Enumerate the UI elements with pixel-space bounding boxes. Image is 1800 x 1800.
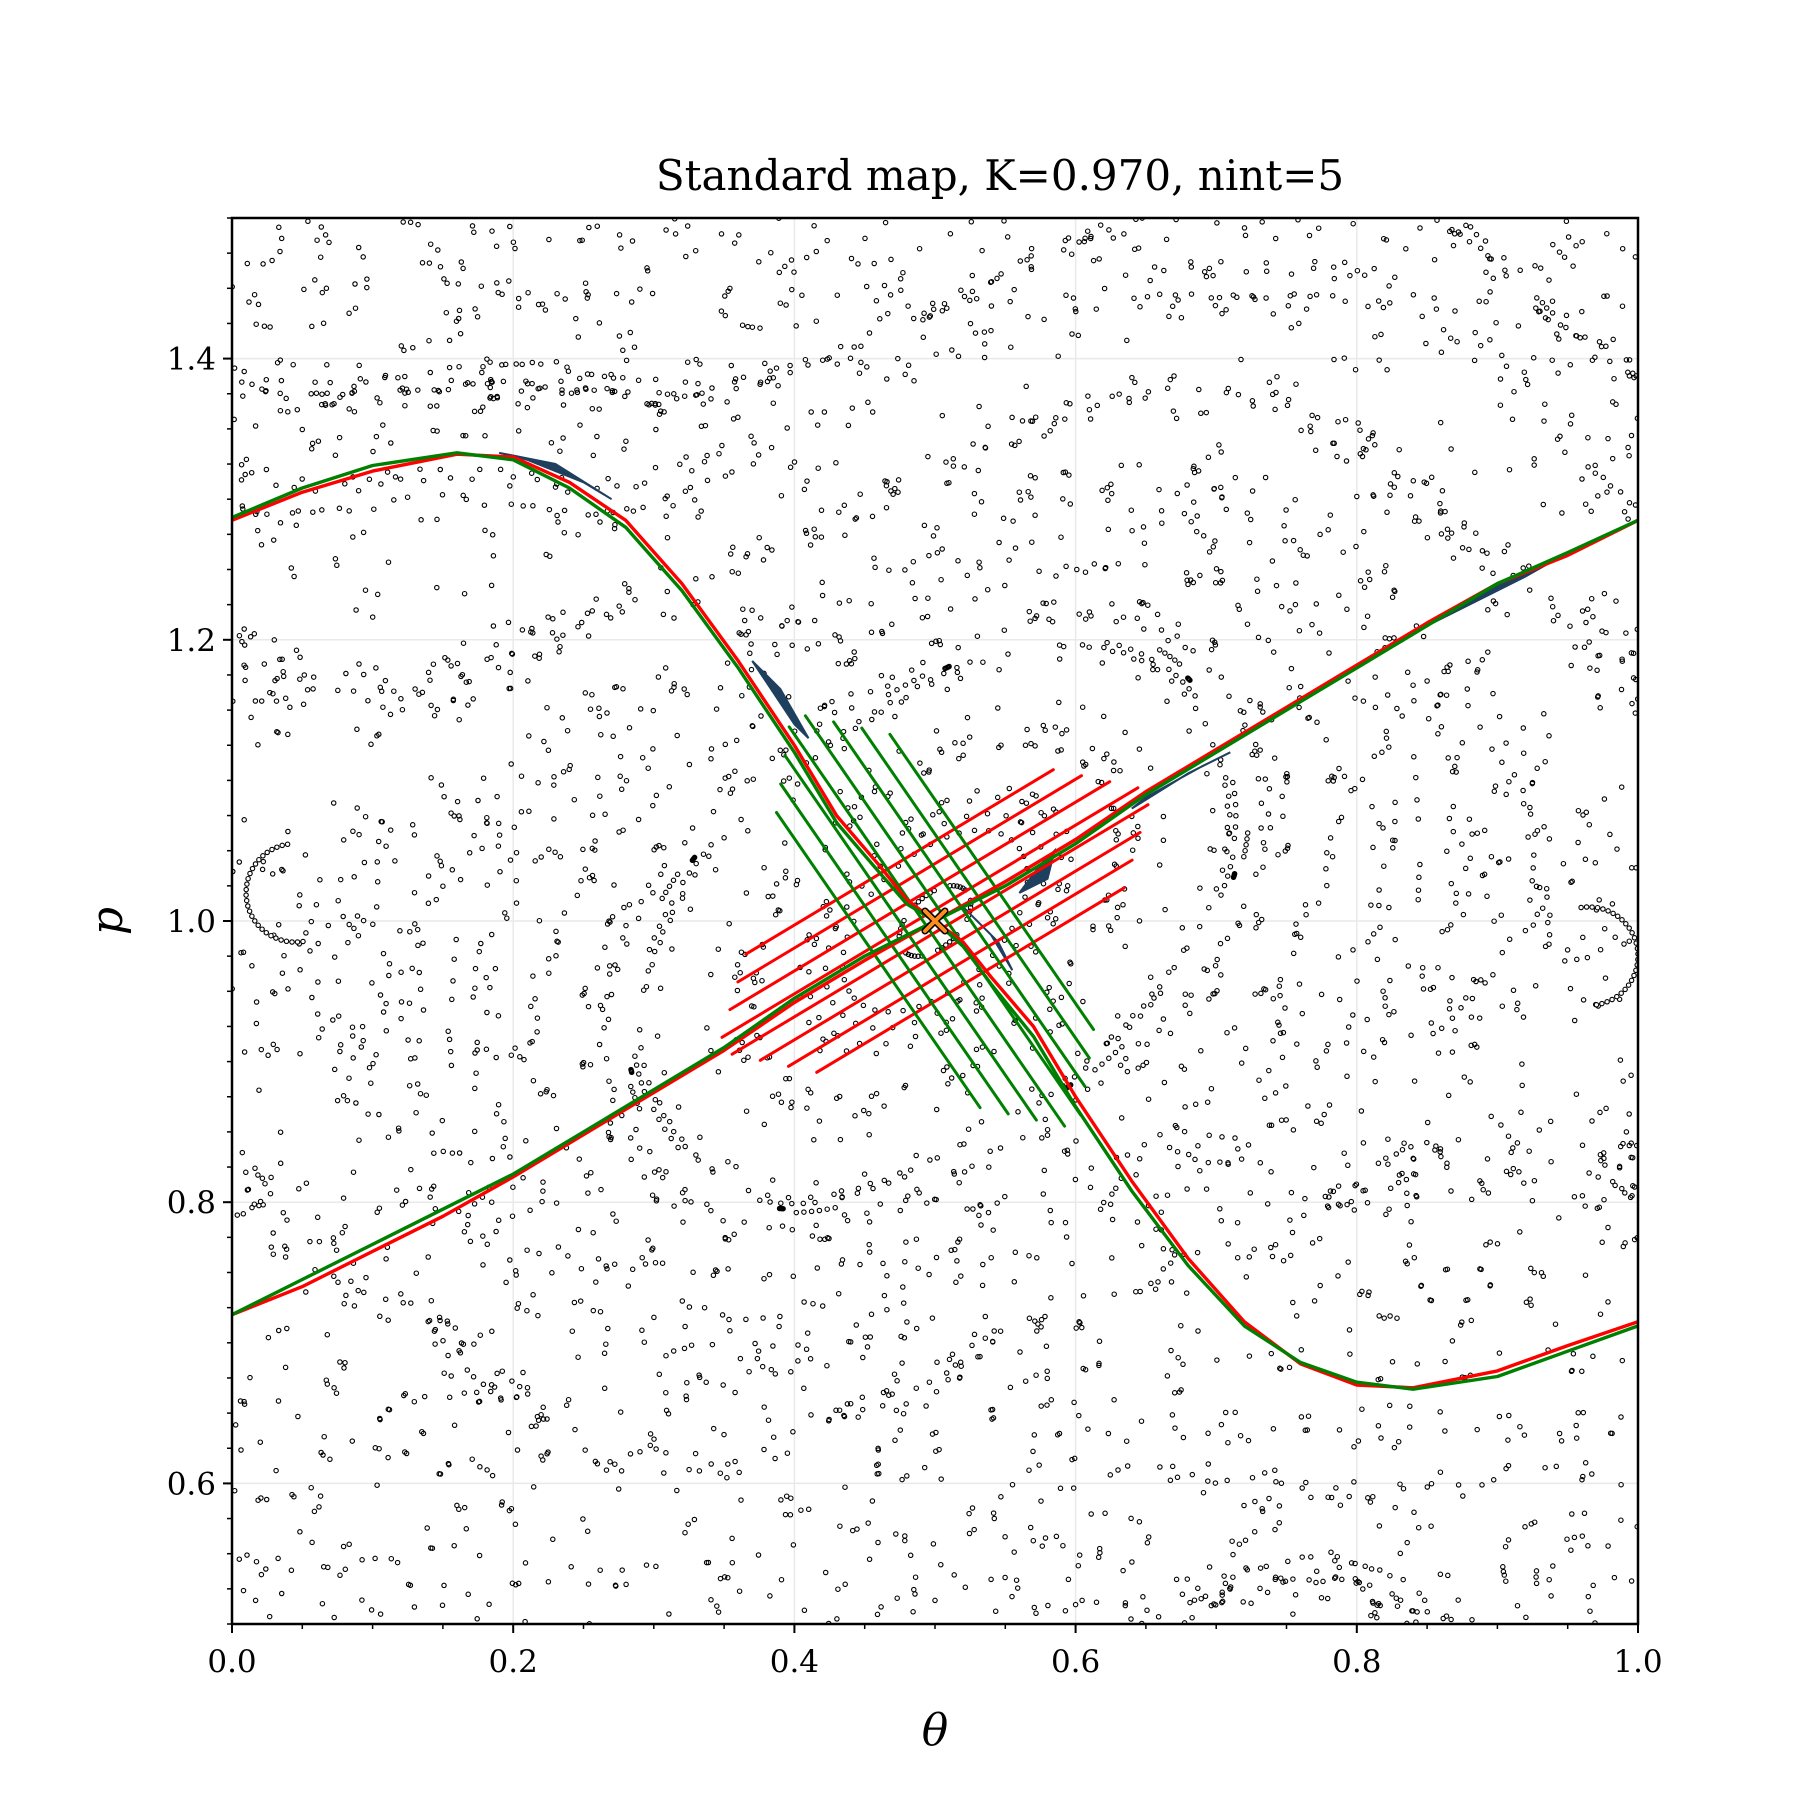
y-tick-label: 0.6 [167,1466,216,1502]
tangle-segment-stable [832,720,1087,1088]
island-chain-right [1578,904,1638,1008]
manifold-lobes [498,451,1569,971]
tangle-segment-stable [888,732,1095,1031]
x-tick-label: 1.0 [1613,1644,1662,1680]
x-axis: 0.0 0.2 0.4 0.6 0.8 1.0 [207,1624,1663,1680]
x-tick-label: 0.8 [1332,1644,1381,1680]
tangle-segment-stable [783,754,1038,1122]
tangle-segment-stable [779,782,1010,1116]
tangle-segment-unstable [815,886,1126,1074]
y-tick-label: 1.0 [167,904,216,940]
plot-area [232,218,1638,1624]
lobe [1131,751,1231,810]
scatter-dots [232,218,1638,1624]
tangle-segment-stable [775,811,982,1110]
tangle-segment-unstable [744,768,1055,956]
tangle-segment-unstable [728,780,1112,1012]
tangle-segment-stable [860,726,1091,1060]
x-tick-label: 0.2 [489,1644,538,1680]
tangle-segment-unstable [736,774,1083,984]
island-chain-left [243,841,306,945]
tangle-segment-unstable [787,858,1134,1068]
x-tick-label: 0.4 [770,1644,819,1680]
y-tick-label: 0.8 [167,1185,216,1221]
lobe [498,451,613,501]
fixed-point-x [923,909,947,933]
y-axis: 0.6 0.8 1.0 1.2 1.4 [167,217,232,1625]
scatter-points [232,218,1638,1624]
y-axis-label: p [82,907,133,935]
tangle-segment-unstable [758,830,1142,1062]
lobe [751,660,810,739]
y-tick-label: 1.2 [167,623,216,659]
x-tick-label: 0.6 [1051,1644,1100,1680]
x-axis-label: θ [922,1705,949,1756]
chart-title: Standard map, K=0.970, nint=5 [656,151,1344,200]
fixed-point-marker [921,907,949,935]
y-tick-label: 1.4 [167,342,216,378]
x-tick-label: 0.0 [207,1644,256,1680]
